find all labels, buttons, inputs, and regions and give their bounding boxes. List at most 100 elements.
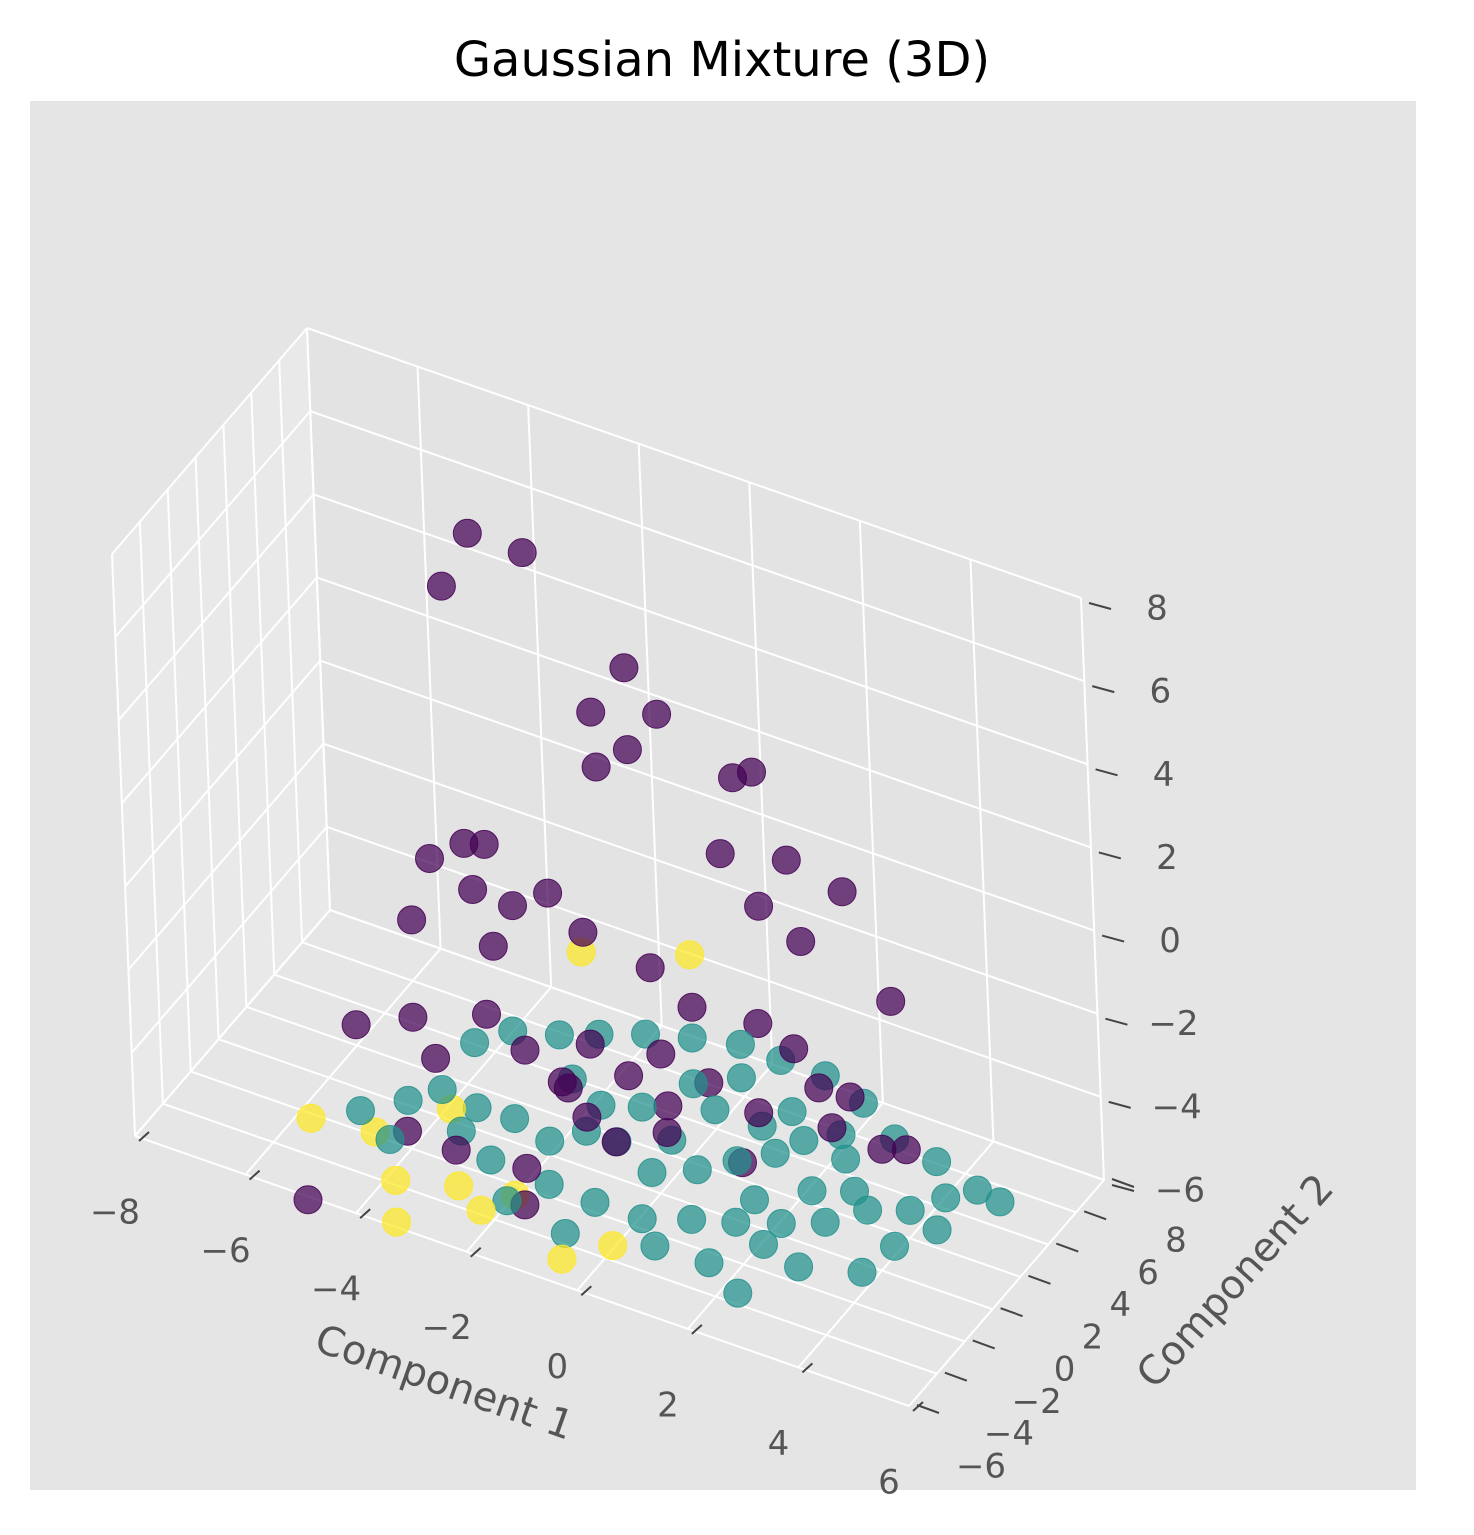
scatter-point-cluster-2 [382, 1207, 411, 1237]
chart-title: Gaussian Mixture (3D) [454, 32, 990, 88]
scatter-point-cluster-0 [646, 1039, 676, 1069]
scatter-point-cluster-1 [700, 1095, 730, 1125]
scatter-point-cluster-0 [449, 828, 479, 858]
scatter-point-cluster-1 [725, 1029, 755, 1059]
grid-line-x-floor [908, 1179, 1105, 1407]
z-tick-label: 8 [1146, 589, 1168, 629]
scatter-point-cluster-1 [922, 1215, 952, 1245]
scatter-point-cluster-1 [777, 1097, 807, 1127]
scatter-point-cluster-1 [544, 1020, 574, 1050]
grid-line-z-left [114, 410, 312, 638]
scatter-point-cluster-2 [675, 940, 705, 970]
pane-left-wall [112, 328, 330, 1136]
scatter-point-cluster-1 [550, 1219, 580, 1248]
scatter-point-cluster-0 [609, 653, 639, 683]
pane-back-wall [307, 328, 1104, 1180]
scatter-point-cluster-1 [740, 1185, 769, 1215]
grid-line-z-back [313, 493, 1088, 766]
z-tick-label: 2 [1156, 838, 1178, 878]
y-tick-label: 2 [1082, 1317, 1104, 1357]
scatter-point-cluster-1 [462, 1093, 492, 1123]
scatter-point-cluster-0 [786, 927, 816, 956]
scatter-point-cluster-0 [472, 999, 501, 1029]
x-tick-mark [248, 1169, 261, 1181]
y-tick-mark [1111, 1178, 1135, 1188]
grid-line-z-left [124, 659, 321, 888]
scatter-point-cluster-0 [568, 917, 598, 947]
scatter-point-cluster-0 [635, 953, 665, 983]
scatter-point-cluster-1 [797, 1176, 827, 1206]
grid-line-y-left [278, 360, 304, 943]
z-tick-mark [1111, 1184, 1135, 1192]
scatter-point-cluster-0 [512, 1153, 542, 1183]
scatter-point-cluster-0 [415, 844, 444, 873]
scatter-point-cluster-1 [694, 1248, 724, 1278]
scatter-point-cluster-1 [880, 1231, 909, 1261]
scatter-point-cluster-1 [810, 1207, 840, 1237]
scatter-point-cluster-1 [726, 1063, 756, 1093]
grid-line-y-left [222, 424, 248, 1007]
scatter-point-cluster-0 [601, 1127, 631, 1157]
grid-line-z-left [127, 743, 325, 971]
scatter-point-cluster-1 [723, 1278, 753, 1308]
scatter-point-cluster-1 [375, 1125, 405, 1154]
y-tick-mark [1083, 1210, 1107, 1221]
grid-line-z-left [130, 826, 328, 1054]
scatter-point-cluster-1 [580, 1187, 610, 1217]
grid-line-x-back [969, 559, 995, 1142]
scatter-point-cluster-2 [444, 1171, 474, 1201]
grid-line-x-back [637, 443, 663, 1026]
z-tick-mark [1095, 768, 1118, 777]
scatter-point-cluster-1 [962, 1175, 992, 1205]
scatter-point-cluster-0 [642, 699, 672, 729]
scatter-point-cluster-0 [575, 1029, 605, 1059]
scatter-point-cluster-0 [779, 1034, 809, 1064]
x-tick-mark [691, 1324, 703, 1335]
scatter-point-cluster-0 [743, 1009, 773, 1038]
scatter-point-cluster-1 [749, 1229, 778, 1259]
scatter-point-cluster-0 [867, 1134, 897, 1164]
scatter-point-cluster-0 [576, 697, 606, 727]
scatter-point-cluster-1 [985, 1187, 1015, 1217]
scatter-point-cluster-0 [452, 518, 482, 548]
scatter-point-cluster-0 [827, 877, 857, 907]
scatter-point-cluster-0 [744, 1098, 774, 1128]
y-tick-mark [1000, 1307, 1023, 1318]
grid-line-z-back [309, 410, 1085, 683]
scatter-point-cluster-1 [637, 1158, 667, 1187]
scatter-point-cluster-0 [341, 1010, 371, 1040]
scatter-point-cluster-2 [296, 1103, 326, 1133]
x-tick-mark [580, 1285, 592, 1297]
y-tick-label: 8 [1165, 1221, 1187, 1261]
x-tick-label: 0 [546, 1347, 568, 1387]
y-tick-label: −6 [956, 1447, 1006, 1487]
grid-line-z-left [121, 576, 318, 805]
scatter-point-cluster-0 [771, 845, 801, 875]
z-tick-label: −4 [1152, 1087, 1202, 1127]
scatter-point-cluster-0 [835, 1082, 865, 1112]
z-tick-label: 4 [1153, 755, 1175, 795]
grid-line-z-left [117, 493, 315, 721]
grid-line-z-left [134, 909, 331, 1137]
scatter-point-cluster-0 [744, 891, 774, 921]
scatter-point-cluster-1 [677, 1204, 707, 1234]
scatter-point-cluster-0 [397, 905, 427, 935]
scatter-point-cluster-0 [652, 1118, 682, 1147]
scatter-point-cluster-1 [393, 1085, 423, 1115]
grid-line-y-left [138, 521, 164, 1104]
grid-line-z-back [329, 909, 1105, 1181]
scatter-point-cluster-0 [510, 1035, 540, 1065]
z-tick-mark [1092, 685, 1115, 694]
scatter-point-cluster-0 [421, 1043, 451, 1073]
x-tick-label: −4 [311, 1270, 361, 1310]
grid-line-z-back [319, 659, 1095, 932]
scatter-point-cluster-0 [817, 1113, 847, 1143]
z-tick-label: 0 [1159, 921, 1181, 961]
scatter-point-cluster-0 [876, 986, 906, 1016]
z-tick-mark [1108, 1100, 1131, 1109]
scatter-point-cluster-0 [533, 878, 563, 908]
scatter-points [293, 518, 1015, 1308]
grid-line-y-floor [134, 1135, 910, 1407]
x-tick-mark [912, 1401, 924, 1412]
scatter-point-cluster-1 [677, 1023, 707, 1053]
